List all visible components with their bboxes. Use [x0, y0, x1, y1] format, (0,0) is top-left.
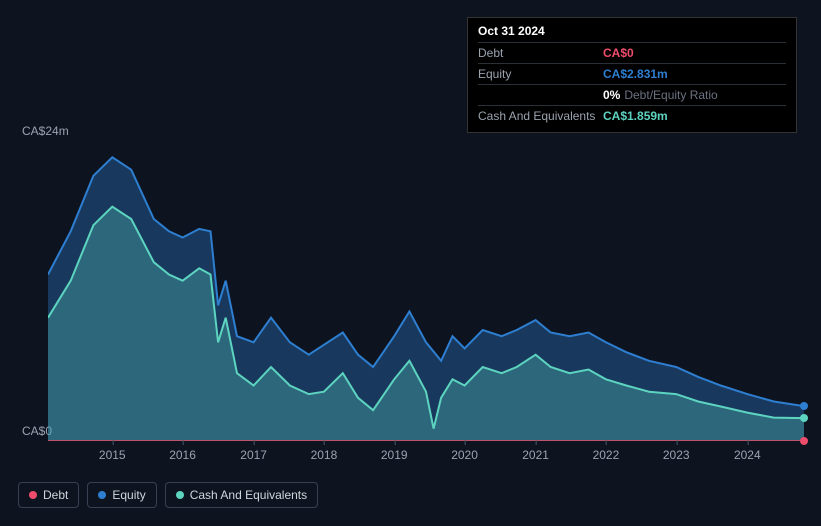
tooltip-row: EquityCA$2.831m — [478, 63, 786, 84]
tooltip-row-value: 0%Debt/Equity Ratio — [603, 88, 718, 102]
x-axis: 2015 2016 2017 2018 2019 2020 2021 2022 2023 2024 — [48, 448, 804, 468]
x-tick: 2021 — [522, 448, 549, 462]
tooltip-row: DebtCA$0 — [478, 42, 786, 63]
x-tick: 2015 — [99, 448, 126, 462]
legend-label: Debt — [43, 488, 68, 502]
tooltip-card: Oct 31 2024 DebtCA$0EquityCA$2.831m0%Deb… — [467, 17, 797, 133]
x-tick: 2016 — [169, 448, 196, 462]
tooltip-row-value: CA$2.831m — [603, 67, 668, 81]
tooltip-row: Cash And EquivalentsCA$1.859m — [478, 105, 786, 126]
legend-dot-icon — [29, 491, 37, 499]
chart-plot-area[interactable] — [48, 145, 804, 441]
x-tick: 2018 — [311, 448, 338, 462]
legend-label: Cash And Equivalents — [190, 488, 307, 502]
x-tick: 2020 — [451, 448, 478, 462]
x-tick: 2022 — [593, 448, 620, 462]
tooltip-date: Oct 31 2024 — [478, 24, 786, 42]
x-tick: 2017 — [240, 448, 267, 462]
legend-item-debt[interactable]: Debt — [18, 482, 79, 508]
cash-end-dot — [800, 414, 808, 422]
tooltip-row: 0%Debt/Equity Ratio — [478, 84, 786, 105]
x-tick: 2024 — [734, 448, 761, 462]
tooltip-row-sub: Debt/Equity Ratio — [624, 88, 717, 102]
chart-container: { "chart": { "type": "area", "background… — [0, 0, 821, 526]
legend-dot-icon — [98, 491, 106, 499]
area-chart-svg — [48, 145, 804, 441]
x-tick: 2023 — [663, 448, 690, 462]
equity-end-dot — [800, 402, 808, 410]
legend-item-cash-and-equivalents[interactable]: Cash And Equivalents — [165, 482, 318, 508]
legend-item-equity[interactable]: Equity — [87, 482, 156, 508]
tooltip-row-label: Debt — [478, 46, 603, 60]
tooltip-row-value: CA$0 — [603, 46, 634, 60]
legend-label: Equity — [112, 488, 145, 502]
legend-dot-icon — [176, 491, 184, 499]
x-tick: 2019 — [381, 448, 408, 462]
y-axis-max-label: CA$24m — [22, 124, 69, 138]
tooltip-row-label — [478, 88, 603, 102]
tooltip-row-label: Cash And Equivalents — [478, 109, 603, 123]
debt-end-dot — [800, 437, 808, 445]
tooltip-row-value: CA$1.859m — [603, 109, 668, 123]
legend: Debt Equity Cash And Equivalents — [18, 482, 318, 508]
tooltip-row-label: Equity — [478, 67, 603, 81]
